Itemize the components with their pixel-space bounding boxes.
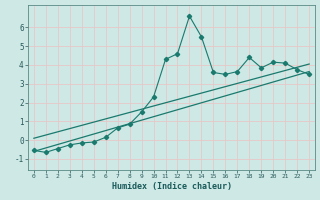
X-axis label: Humidex (Indice chaleur): Humidex (Indice chaleur) <box>111 182 231 191</box>
